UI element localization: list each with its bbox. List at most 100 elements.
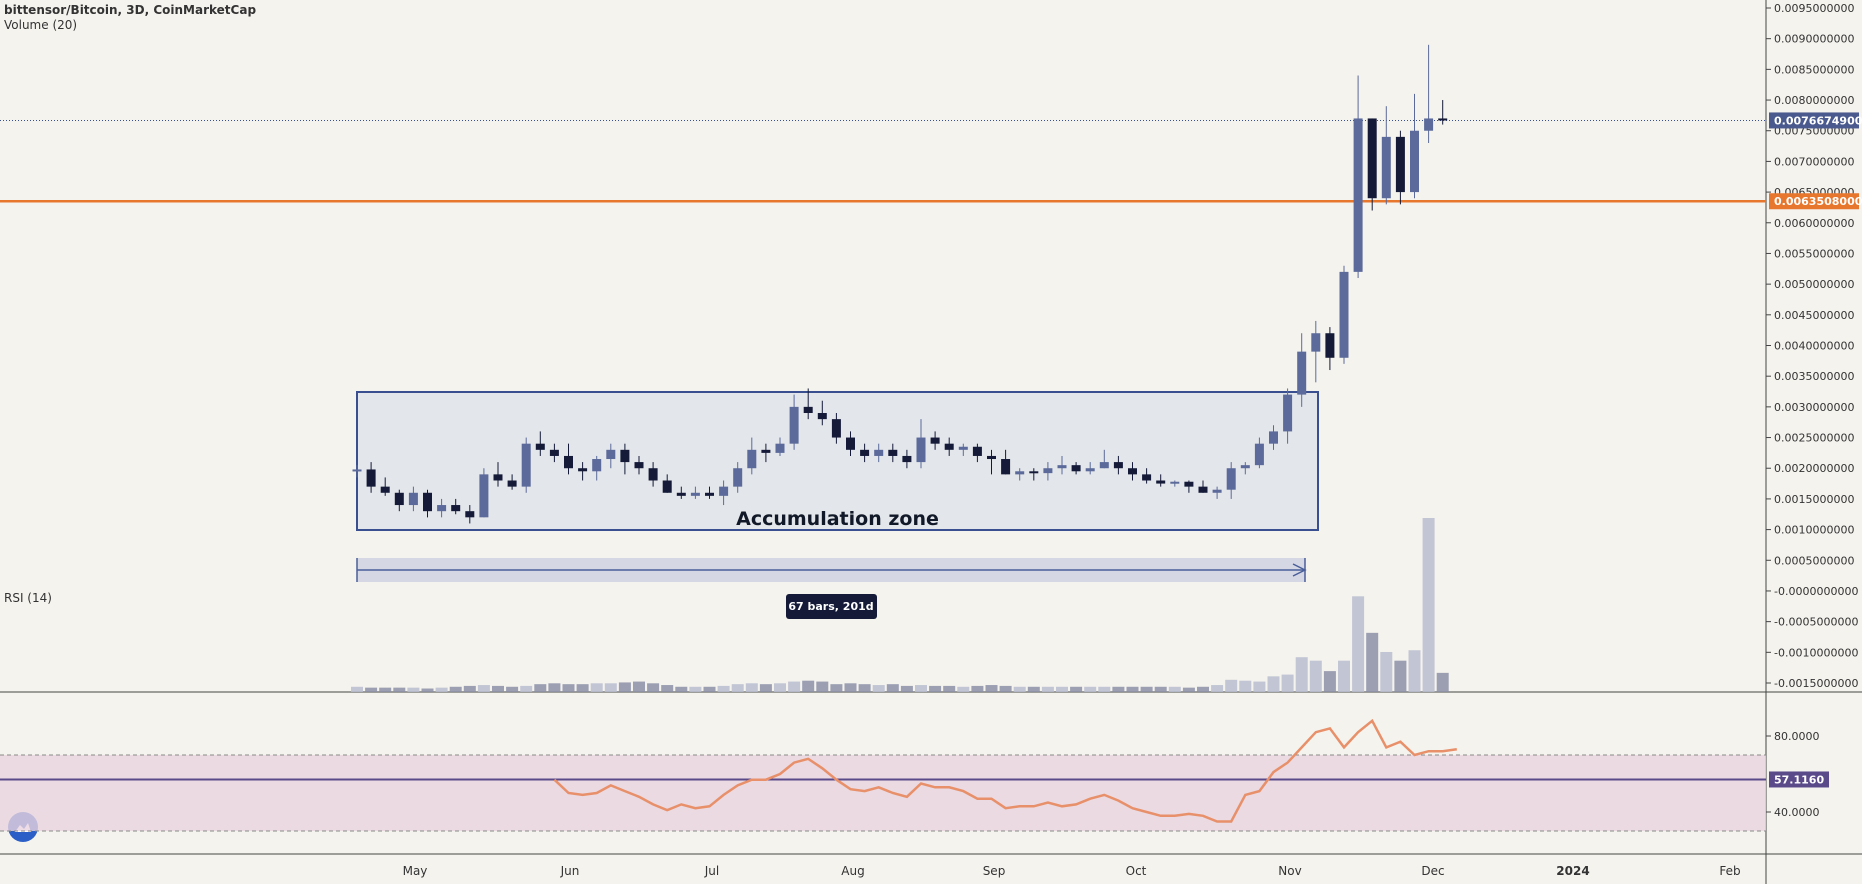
candle[interactable] bbox=[690, 492, 700, 496]
volume-bar bbox=[1070, 686, 1083, 692]
candle[interactable] bbox=[634, 462, 644, 469]
volume-label: Volume (20) bbox=[4, 18, 78, 32]
candle[interactable] bbox=[352, 469, 362, 472]
candle[interactable] bbox=[831, 419, 841, 438]
candle[interactable] bbox=[987, 455, 996, 460]
candle[interactable] bbox=[366, 469, 376, 487]
candle[interactable] bbox=[451, 505, 461, 512]
volume-bar bbox=[477, 685, 490, 692]
candle[interactable] bbox=[874, 449, 884, 456]
time-axis-label: Aug bbox=[841, 864, 864, 878]
candle[interactable] bbox=[606, 449, 616, 460]
candle[interactable] bbox=[1254, 443, 1264, 466]
range-info-label: 67 bars, 201d bbox=[788, 600, 873, 613]
volume-bar bbox=[1041, 686, 1054, 692]
candle[interactable] bbox=[1297, 351, 1307, 395]
candle[interactable] bbox=[817, 413, 827, 420]
candle[interactable] bbox=[705, 492, 714, 496]
candle[interactable] bbox=[1156, 480, 1166, 484]
candle[interactable] bbox=[944, 443, 954, 450]
volume-bar bbox=[1323, 671, 1336, 692]
candle[interactable] bbox=[465, 511, 475, 518]
candle[interactable] bbox=[1015, 471, 1025, 475]
volume-bar bbox=[590, 683, 603, 692]
candle[interactable] bbox=[676, 492, 686, 496]
candle[interactable] bbox=[1198, 486, 1208, 493]
volume-bar bbox=[745, 683, 758, 692]
candle[interactable] bbox=[761, 449, 771, 453]
candle[interactable] bbox=[1269, 431, 1278, 444]
candle[interactable] bbox=[564, 455, 573, 469]
volume-bar bbox=[1168, 686, 1181, 692]
candle[interactable] bbox=[1057, 465, 1067, 469]
candle[interactable] bbox=[1395, 136, 1405, 193]
candle[interactable] bbox=[1339, 271, 1349, 358]
volume-bar bbox=[647, 683, 660, 692]
candle[interactable] bbox=[1142, 474, 1152, 481]
candle[interactable] bbox=[930, 437, 940, 444]
price-tick-label: 0.0095000000 bbox=[1774, 2, 1854, 15]
volume-bar bbox=[915, 685, 927, 692]
candle[interactable] bbox=[1367, 118, 1377, 199]
candle[interactable] bbox=[1226, 468, 1236, 490]
candle[interactable] bbox=[1170, 481, 1180, 484]
candle[interactable] bbox=[1128, 468, 1137, 475]
candle[interactable] bbox=[437, 505, 447, 512]
volume-bar bbox=[1140, 686, 1153, 692]
candle[interactable] bbox=[1240, 465, 1250, 469]
candle[interactable] bbox=[1410, 130, 1419, 193]
candle[interactable] bbox=[507, 480, 517, 487]
candle[interactable] bbox=[1353, 118, 1363, 272]
candle[interactable] bbox=[521, 443, 531, 487]
candle[interactable] bbox=[733, 468, 743, 487]
candle[interactable] bbox=[592, 459, 602, 472]
candle[interactable] bbox=[1071, 465, 1081, 472]
accumulation-zone-box[interactable] bbox=[356, 391, 1319, 531]
candle[interactable] bbox=[1085, 468, 1095, 472]
candle[interactable] bbox=[789, 406, 799, 444]
candle[interactable] bbox=[1029, 471, 1039, 474]
candle[interactable] bbox=[1438, 118, 1448, 121]
candle[interactable] bbox=[648, 468, 658, 481]
candle[interactable] bbox=[1212, 489, 1222, 493]
candle[interactable] bbox=[916, 437, 926, 463]
candle[interactable] bbox=[958, 446, 968, 450]
candle[interactable] bbox=[803, 406, 813, 413]
volume-bar bbox=[788, 681, 801, 692]
candle[interactable] bbox=[1283, 394, 1293, 432]
volume-bar bbox=[1126, 686, 1139, 692]
candle[interactable] bbox=[972, 446, 982, 456]
candle[interactable] bbox=[1001, 459, 1011, 475]
volume-bar bbox=[548, 683, 561, 692]
candle[interactable] bbox=[423, 492, 432, 512]
candle[interactable] bbox=[888, 449, 898, 456]
candle[interactable] bbox=[846, 437, 855, 450]
candle[interactable] bbox=[1184, 481, 1194, 487]
candle[interactable] bbox=[620, 449, 630, 463]
candle[interactable] bbox=[493, 474, 503, 481]
candle[interactable] bbox=[719, 486, 729, 496]
candle[interactable] bbox=[747, 449, 757, 469]
rsi-line[interactable] bbox=[553, 718, 1457, 823]
candle[interactable] bbox=[1113, 462, 1123, 469]
candle[interactable] bbox=[535, 443, 545, 450]
candle[interactable] bbox=[1099, 462, 1109, 469]
candle[interactable] bbox=[549, 449, 559, 456]
candle[interactable] bbox=[479, 474, 489, 518]
candle[interactable] bbox=[1043, 468, 1053, 474]
volume-bar bbox=[562, 684, 575, 692]
candle[interactable] bbox=[662, 480, 672, 493]
candle[interactable] bbox=[578, 468, 588, 472]
volume-bar bbox=[900, 685, 913, 692]
candle[interactable] bbox=[394, 492, 404, 506]
candle[interactable] bbox=[1381, 136, 1391, 199]
candle[interactable] bbox=[1311, 333, 1321, 352]
candle[interactable] bbox=[775, 443, 785, 453]
candle[interactable] bbox=[1424, 118, 1434, 131]
candle[interactable] bbox=[380, 486, 390, 493]
candle[interactable] bbox=[902, 455, 912, 463]
candle[interactable] bbox=[860, 449, 870, 456]
candle[interactable] bbox=[1325, 333, 1335, 358]
candle[interactable] bbox=[408, 492, 418, 506]
